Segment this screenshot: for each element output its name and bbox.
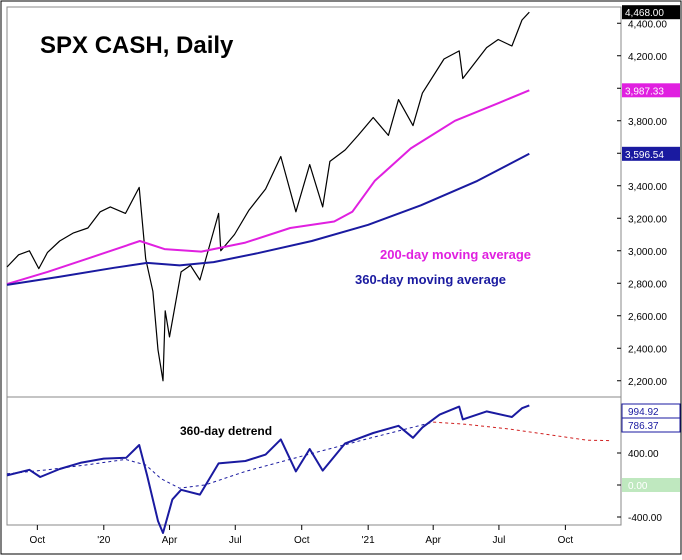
detrend-annotation: 360-day detrend — [180, 424, 272, 438]
y-tick-label: -400.00 — [628, 513, 662, 524]
zero-badge-bg — [622, 478, 680, 492]
zero-badge-label: 0.00 — [628, 481, 648, 492]
ma360-annotation: 360-day moving average — [355, 272, 506, 287]
last-value-badge-bg — [622, 5, 680, 20]
x-tick-label: Oct — [558, 535, 574, 546]
y-tick-label: 2,400.00 — [628, 344, 667, 355]
x-tick-label: '21 — [362, 535, 375, 546]
detrend-projection-line — [433, 421, 610, 442]
ma200-annotation: 200-day moving average — [380, 247, 531, 262]
detrend-badge-label: 994.92 — [628, 407, 659, 418]
x-tick-label: '20 — [97, 535, 110, 546]
y-tick-label: 2,800.00 — [628, 279, 667, 290]
x-tick-label: Apr — [162, 535, 178, 546]
detrend-badge-label: 786.37 — [628, 421, 659, 432]
last-value-badge-label: 3,596.54 — [625, 150, 664, 161]
ma200-line — [6, 89, 530, 286]
y-tick-label: 400.00 — [628, 449, 659, 460]
y-tick-label: 4,200.00 — [628, 52, 667, 63]
y-tick-label: 3,400.00 — [628, 182, 667, 193]
series-layer — [6, 11, 610, 534]
y-tick-label: 3,800.00 — [628, 117, 667, 128]
y-tick-label: 2,600.00 — [628, 312, 667, 323]
chart-title: SPX CASH, Daily — [40, 32, 234, 59]
x-tick-label: Jul — [229, 535, 242, 546]
last-value-badge-label: 4,468.00 — [625, 8, 664, 19]
price-line — [6, 11, 530, 382]
y-tick-label: 3,200.00 — [628, 214, 667, 225]
last-value-badge-bg — [622, 146, 680, 161]
plot-area-frame — [6, 6, 622, 526]
y-tick-label: 4,400.00 — [628, 19, 667, 30]
x-tick-label: Oct — [294, 535, 310, 546]
axes-layer: 2,200.00 2,400.00 2,600.00 2,800.00 3,000.00… — [30, 5, 681, 546]
x-tick-label: Apr — [425, 535, 441, 546]
x-tick-label: Oct — [30, 535, 46, 546]
detrend-trend-line — [6, 421, 434, 489]
y-tick-label: 3,000.00 — [628, 247, 667, 258]
last-value-badge-bg — [622, 83, 680, 98]
detrend-line — [6, 404, 530, 534]
x-tick-label: Jul — [493, 535, 506, 546]
text-layer: SPX CASH, Daily 200-day moving average 3… — [40, 32, 531, 438]
y-tick-label: 2,200.00 — [628, 377, 667, 388]
ma360-line — [6, 152, 530, 286]
detrend-badge-bg — [621, 417, 681, 433]
last-value-badge-label: 3,987.33 — [625, 86, 664, 97]
